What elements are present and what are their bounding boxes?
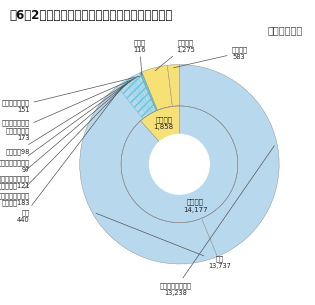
Text: 公務災害
14,177: 公務災害 14,177 bbox=[183, 199, 208, 213]
Wedge shape bbox=[117, 81, 147, 119]
Text: 通勤災害
1,858: 通勤災害 1,858 bbox=[154, 116, 174, 130]
Wedge shape bbox=[121, 106, 238, 223]
Text: その他　98: その他 98 bbox=[5, 79, 134, 155]
Text: レクリエーション
参加中　183: レクリエーション 参加中 183 bbox=[0, 82, 128, 206]
Text: 嘧6－2　公務災害及び通勤災害の事由別認定件数: 嘧6－2 公務災害及び通勤災害の事由別認定件数 bbox=[9, 9, 173, 22]
Wedge shape bbox=[140, 106, 180, 142]
Wedge shape bbox=[80, 86, 217, 264]
Wedge shape bbox=[137, 73, 156, 112]
Text: その他
116: その他 116 bbox=[133, 39, 146, 75]
Text: 通勤途上
583: 通勤途上 583 bbox=[174, 46, 247, 68]
Wedge shape bbox=[132, 76, 152, 113]
Text: 公務上の疾患に
起因する疾病
173: 公務上の疾患に 起因する疾病 173 bbox=[2, 77, 136, 141]
Wedge shape bbox=[125, 79, 149, 116]
Wedge shape bbox=[167, 65, 180, 106]
Text: （単位：件）: （単位：件） bbox=[267, 25, 302, 35]
Text: 出勤途上
1,275: 出勤途上 1,275 bbox=[155, 39, 195, 71]
Wedge shape bbox=[180, 65, 279, 257]
Text: 自己の職務遂行中
13,238: 自己の職務遂行中 13,238 bbox=[159, 145, 274, 296]
Text: お盆又は赴任途上
97: お盆又は赴任途上 97 bbox=[0, 80, 132, 173]
Wedge shape bbox=[128, 78, 151, 114]
Circle shape bbox=[150, 135, 209, 194]
Text: 出張旅途上（公務上
のもの）　121: 出張旅途上（公務上 のもの） 121 bbox=[0, 81, 130, 189]
Wedge shape bbox=[134, 74, 154, 113]
Text: 疾病
440: 疾病 440 bbox=[17, 86, 123, 223]
Wedge shape bbox=[140, 72, 158, 111]
Wedge shape bbox=[130, 77, 152, 114]
Wedge shape bbox=[142, 65, 172, 110]
Text: 負儂
13,737: 負儂 13,737 bbox=[96, 213, 231, 269]
Text: 肝炎（伝染性）
151: 肝炎（伝染性） 151 bbox=[2, 76, 140, 113]
